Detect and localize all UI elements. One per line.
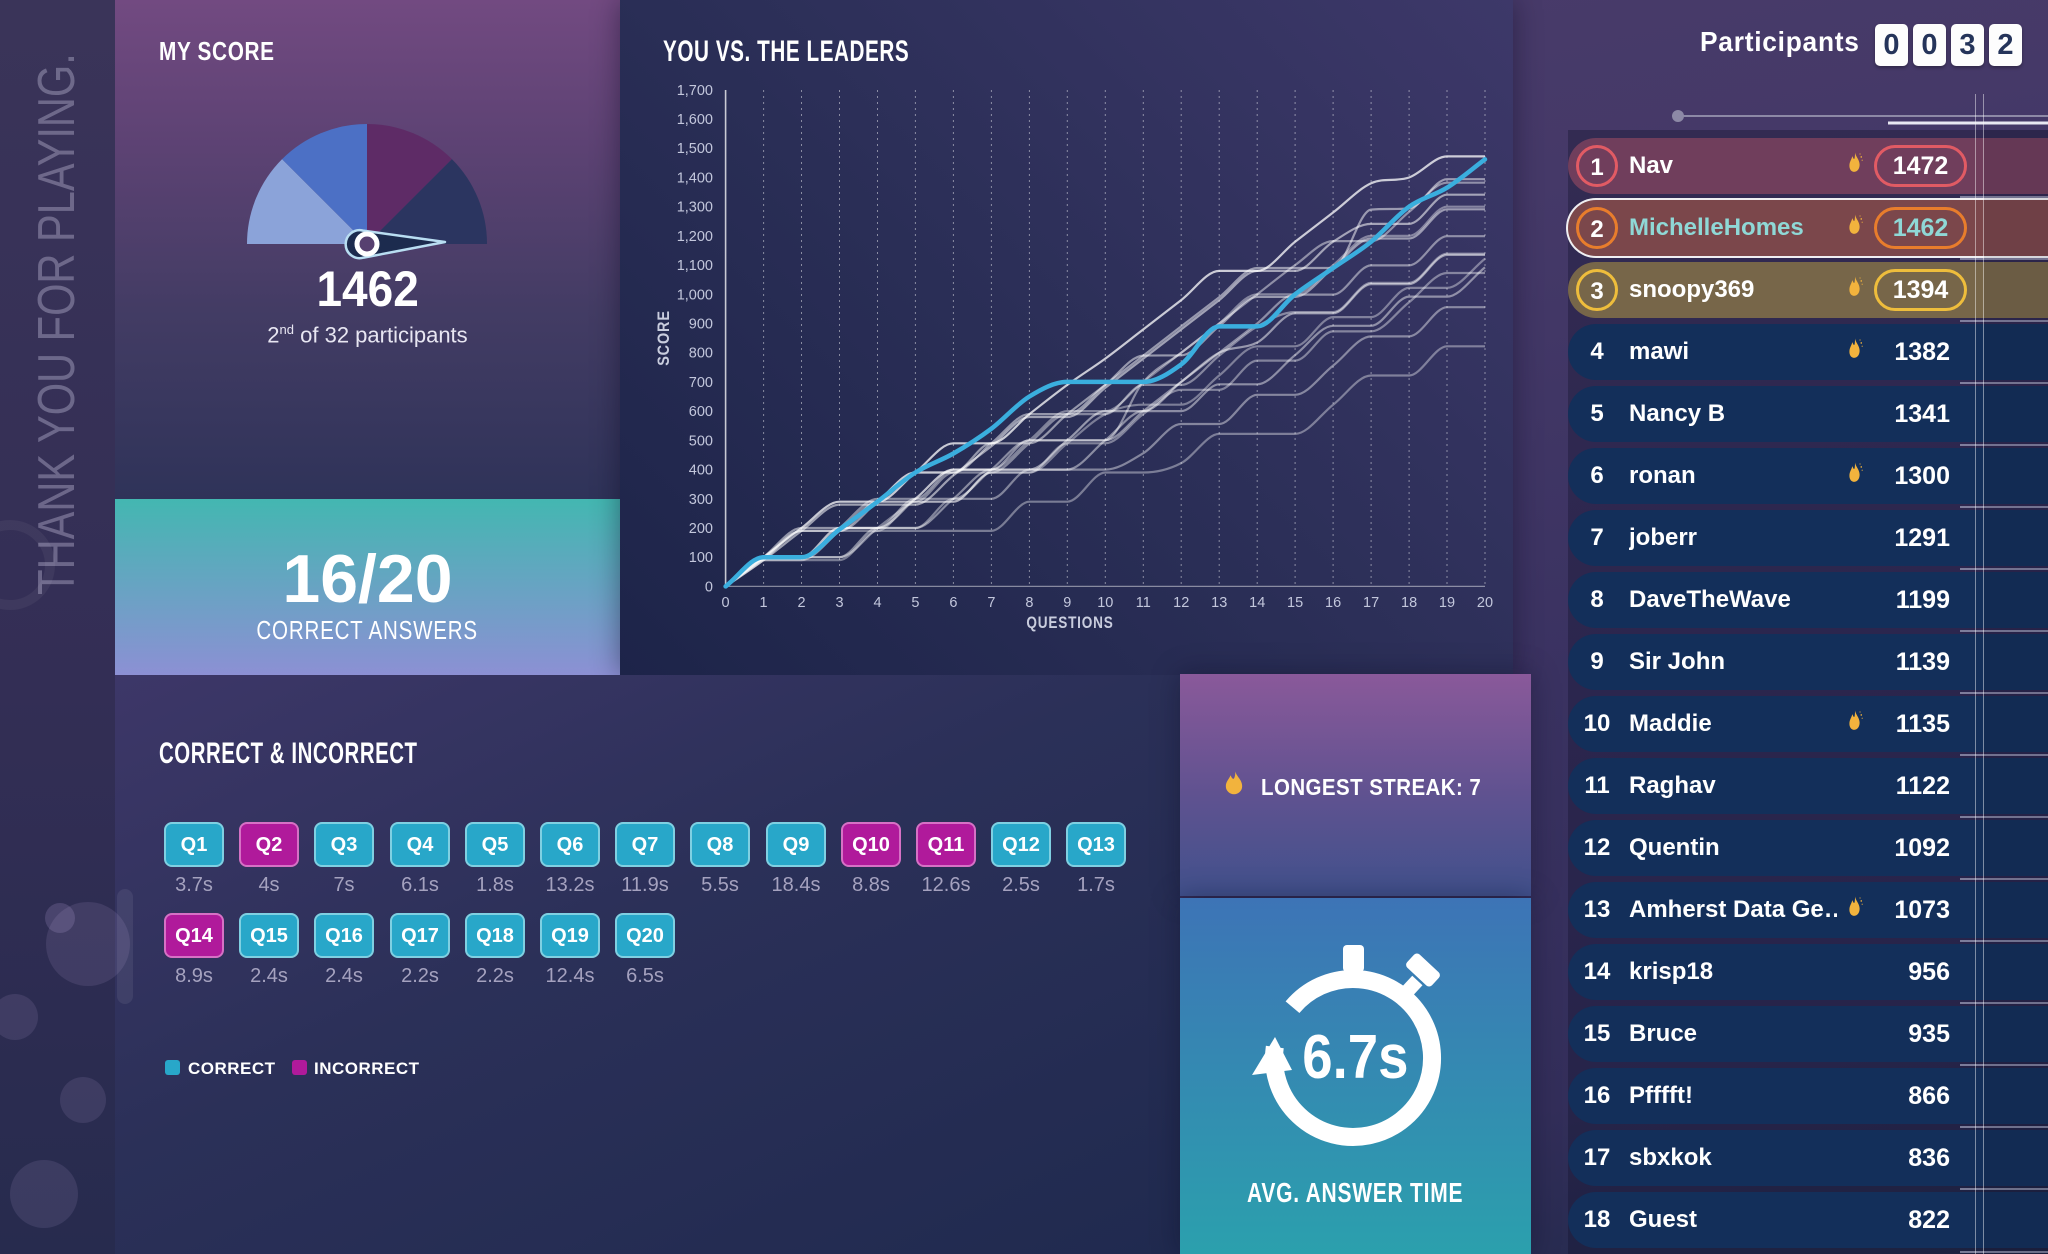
svg-text:1,100: 1,100 [677, 258, 713, 274]
svg-text:14: 14 [1249, 595, 1265, 611]
svg-text:200: 200 [689, 521, 713, 537]
svg-text:SCORE: SCORE [655, 310, 673, 366]
svg-text:18: 18 [1401, 595, 1417, 611]
svg-text:500: 500 [689, 433, 713, 449]
svg-text:6: 6 [949, 595, 957, 611]
svg-text:16: 16 [1325, 595, 1341, 611]
svg-text:1,200: 1,200 [677, 229, 713, 245]
svg-text:19: 19 [1439, 595, 1455, 611]
svg-text:0: 0 [722, 595, 730, 611]
svg-text:13: 13 [1211, 595, 1227, 611]
svg-text:10: 10 [1097, 595, 1113, 611]
svg-text:1: 1 [760, 595, 768, 611]
svg-text:12: 12 [1173, 595, 1189, 611]
svg-text:3: 3 [835, 595, 843, 611]
svg-text:20: 20 [1477, 595, 1493, 611]
svg-text:900: 900 [689, 317, 713, 333]
svg-text:17: 17 [1363, 595, 1379, 611]
svg-text:700: 700 [689, 375, 713, 391]
svg-text:QUESTIONS: QUESTIONS [1026, 614, 1113, 633]
svg-text:7: 7 [987, 595, 995, 611]
svg-text:100: 100 [689, 550, 713, 566]
svg-text:600: 600 [689, 404, 713, 420]
svg-text:5: 5 [911, 595, 919, 611]
svg-text:400: 400 [689, 463, 713, 479]
svg-text:1,700: 1,700 [677, 83, 713, 99]
svg-text:1,500: 1,500 [677, 141, 713, 157]
svg-text:4: 4 [873, 595, 881, 611]
svg-text:800: 800 [689, 346, 713, 362]
svg-text:2: 2 [797, 595, 805, 611]
svg-text:1,000: 1,000 [677, 287, 713, 303]
svg-text:1,400: 1,400 [677, 171, 713, 187]
svg-text:1,600: 1,600 [677, 112, 713, 128]
svg-text:9: 9 [1063, 595, 1071, 611]
svg-text:8: 8 [1025, 595, 1033, 611]
svg-text:1,300: 1,300 [677, 200, 713, 216]
svg-text:15: 15 [1287, 595, 1303, 611]
svg-text:0: 0 [705, 579, 713, 595]
svg-text:11: 11 [1136, 595, 1151, 611]
svg-text:300: 300 [689, 492, 713, 508]
